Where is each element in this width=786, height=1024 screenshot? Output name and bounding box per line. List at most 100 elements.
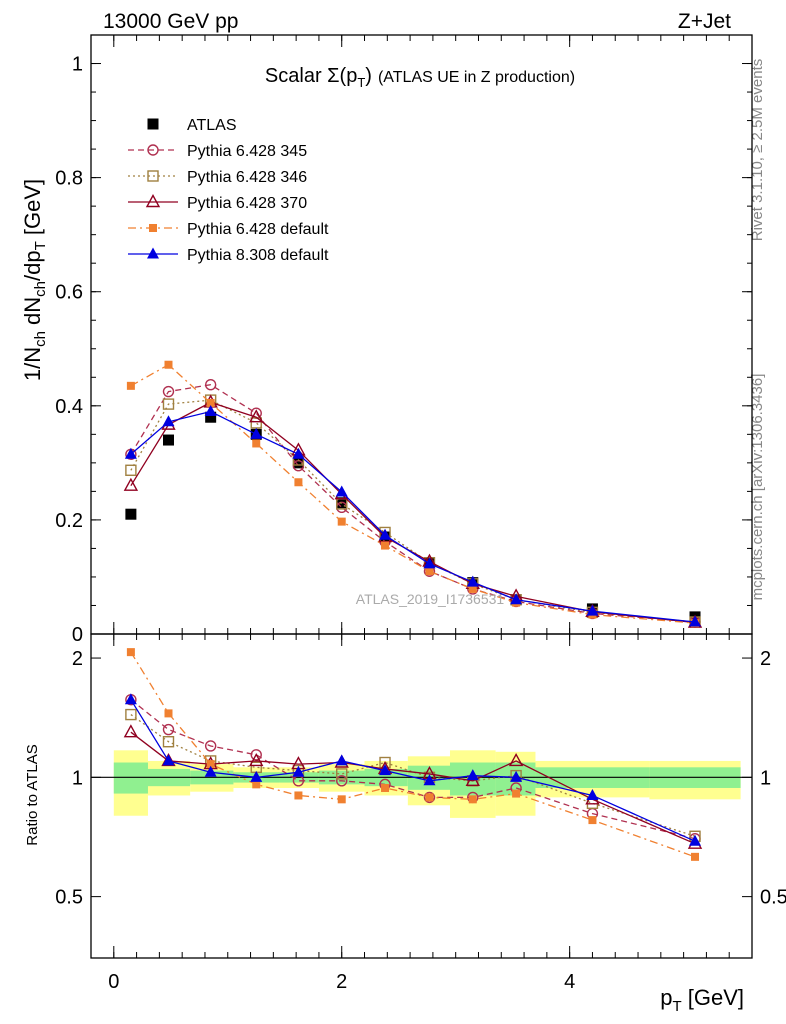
ylabel-part-a: 1/N (20, 347, 45, 381)
ratio-point-p370-9 (508, 752, 524, 767)
ratio-point-p8def-4 (292, 765, 305, 777)
series-line-p346 (130, 399, 696, 623)
ratio-point-p346-5 (336, 768, 348, 780)
ratio-point-p6def-0 (126, 648, 135, 657)
legend-marker-p345 (147, 144, 159, 156)
header-left-label: 13000 GeV pp (103, 10, 238, 33)
point-p8def-8 (466, 575, 479, 587)
xtick-label-0: 0 (108, 971, 119, 993)
point-p370-3 (249, 409, 264, 423)
title-main: Scalar Σ(p (265, 65, 357, 87)
x-axis-label: pT [GeV] (660, 985, 744, 1015)
point-p8def-6 (379, 528, 392, 540)
ratio-band-inner-0 (113, 762, 148, 794)
legend-entry-p8def: Pythia 8.308 default (128, 247, 329, 264)
point-p8def-0 (124, 447, 137, 459)
ratio-point-p345-2 (204, 740, 217, 752)
legend: ATLAS Pythia 6.428 345 Pythia 6.428 346 Pyt… (128, 117, 329, 264)
point-p8def-5 (335, 485, 348, 497)
ratio-panel-frame (90, 633, 753, 959)
legend-marker-p346 (147, 170, 159, 182)
point-p345-1 (162, 385, 175, 398)
ratio-point-p6def-2 (206, 760, 215, 769)
legend-entry-p6def: Pythia 6.428 default (128, 221, 329, 238)
ratio-ytick-label-0: 0.5 (55, 887, 83, 909)
ratio-point-p8def-2 (204, 765, 217, 777)
ratio-point-p8def-6 (379, 764, 392, 776)
xtick-label-2: 4 (564, 971, 575, 993)
main-ytick-label-5: 1 (72, 54, 83, 76)
point-p8def-9 (510, 593, 523, 605)
ratio-series-p6def (126, 648, 700, 861)
point-p6def-8 (468, 584, 477, 593)
svg-text:pT [GeV]: pT [GeV] (660, 985, 744, 1015)
ratio-point-p8def-7 (423, 774, 436, 786)
analysis-watermark: ATLAS_2019_I1736531 (356, 591, 505, 607)
main-ytick-label-1: 0.2 (55, 510, 83, 532)
ratio-line-p345 (130, 699, 696, 840)
ratio-point-p6def-9 (512, 789, 521, 798)
ratio-point-p345-7 (423, 791, 436, 804)
point-p8def-7 (423, 557, 436, 569)
ylabel-part-c: dN (20, 297, 45, 331)
ratio-point-p6def-7 (425, 793, 434, 802)
point-p6def-3 (252, 439, 261, 448)
main-ytick-label-3: 0.6 (55, 282, 83, 304)
ylabel-part-g: [GeV] (20, 179, 45, 241)
point-p346-0 (125, 464, 137, 476)
ylabel-part-e: /dp (20, 250, 45, 281)
series-line-p345 (130, 384, 696, 623)
legend-entry-p370: Pythia 6.428 370 (128, 194, 307, 212)
legend-marker-atlas (147, 118, 159, 130)
ratio-point-p8def-11 (689, 834, 702, 846)
point-p6def-1 (164, 360, 173, 369)
point-p6def-2 (206, 398, 215, 407)
ratio-ytick-label-1: 1 (72, 767, 83, 789)
point-p8def-2 (204, 405, 217, 417)
ratio-line-p6def (130, 651, 696, 858)
legend-label-p345: Pythia 6.428 345 (187, 143, 307, 160)
series-p6def (126, 360, 700, 628)
ratio-line-p8def (130, 699, 696, 842)
ratio-series-p8def (124, 693, 702, 846)
axes: 00.20.40.60.810.5 0.51 12 20 2 4 (55, 34, 786, 993)
title-rest: (ATLAS UE in Z production) (378, 69, 575, 86)
ratio-point-p370-0 (123, 724, 139, 738)
ylabel-part-b: ch (32, 331, 49, 347)
ratio-point-p346-1 (162, 736, 175, 748)
main-ytick-label-2: 0.4 (55, 396, 83, 418)
mcplots-reference-label: mcplots.cern.ch [arXiv:1306.3436] (749, 374, 766, 601)
rivet-version-label: Rivet 3.1.10, ≥ 2.5M events (749, 59, 766, 242)
main-y-axis-label: 1/Nch dNch/dpT [GeV] (20, 179, 49, 381)
point-atlas-1 (162, 434, 174, 446)
legend-entry-p345: Pythia 6.428 345 (128, 143, 307, 160)
main-panel-series (123, 360, 703, 628)
point-p8def-4 (292, 447, 305, 459)
ratio-ytick-label-2: 2 (72, 648, 83, 670)
ratio-point-p6def-4 (294, 791, 303, 800)
point-p370-0 (123, 477, 139, 491)
ratio-point-p6def-8 (468, 795, 477, 804)
ratio-point-p370-3 (249, 752, 264, 767)
ratio-panel-series (123, 648, 703, 861)
series-line-p6def (130, 363, 696, 624)
ratio-point-p345-1 (162, 723, 175, 736)
plot-title: Scalar Σ(pT) (ATLAS UE in Z production) (265, 65, 575, 90)
title-close: ) (365, 65, 372, 87)
point-p6def-6 (381, 541, 390, 550)
ratio-point-p8def-1 (162, 754, 175, 766)
legend-entry-p346: Pythia 6.428 346 (128, 169, 307, 186)
ratio-point-p6def-11 (691, 852, 700, 861)
header-right-label: Z+Jet (678, 10, 731, 33)
ratio-point-p8def-3 (250, 770, 263, 782)
x-axis-label-sub: T (672, 998, 681, 1015)
main-ytick-label-4: 0.8 (55, 168, 83, 190)
point-p8def-10 (586, 604, 599, 616)
ylabel-part-d: ch (32, 281, 49, 297)
ratio-point-p346-0 (125, 708, 137, 721)
ratio-point-p8def-0 (124, 693, 137, 705)
legend-label-p8def: Pythia 8.308 default (187, 247, 329, 264)
point-p346-1 (162, 398, 175, 410)
ratio-ytick-label-right-0: 0.5 (760, 887, 786, 909)
ratio-point-p8def-9 (510, 770, 523, 782)
